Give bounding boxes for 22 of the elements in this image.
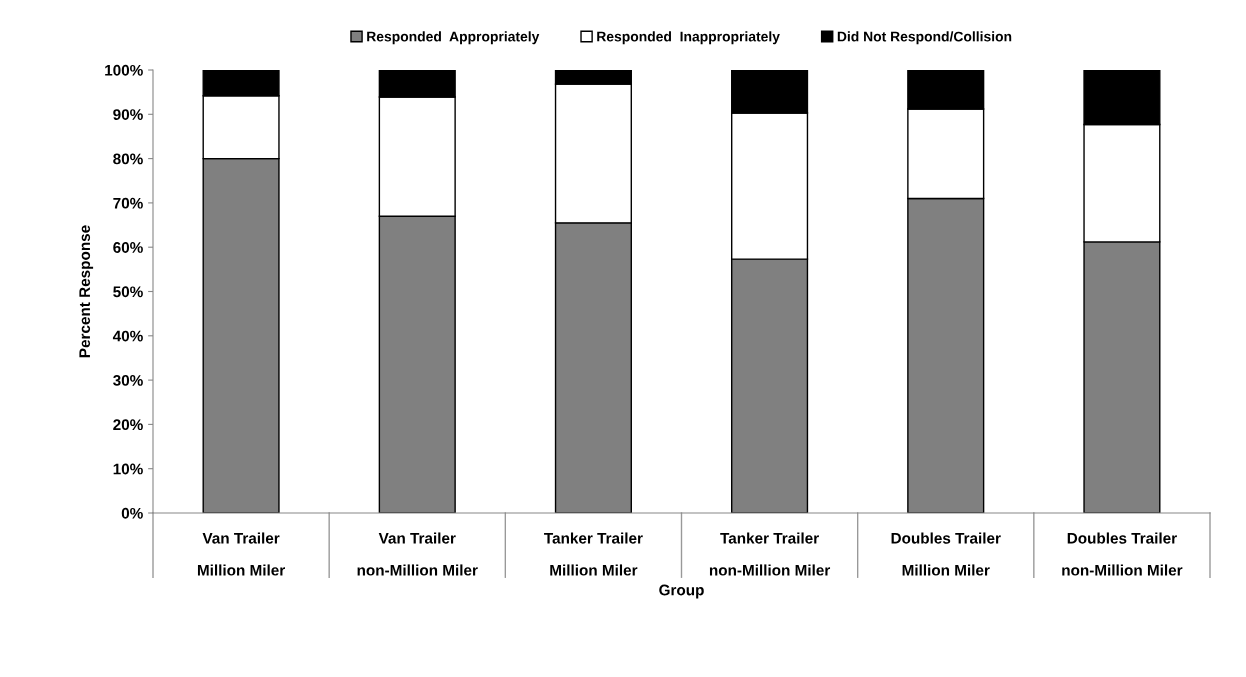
y-tick-label: 40%	[112, 330, 143, 342]
y-tick-label: 20%	[113, 419, 143, 431]
y-tick-label: 90%	[113, 109, 143, 120]
category-label: Doubles Trailer Million Miler	[891, 532, 1001, 576]
y-tick-label: 0%	[121, 507, 143, 519]
y-tick-label: 30%	[113, 374, 143, 386]
category-label: Tanker Trailer Million Miler	[544, 532, 643, 576]
legend-label: Did Not Respond/Collision	[837, 31, 1012, 45]
y-axis-title: Percent Response	[79, 225, 94, 358]
category-label: Doubles Trailer non-Million Miler	[1062, 532, 1183, 576]
category-label: Van Trailer Million Miler	[197, 532, 285, 576]
y-tick-label: 80%	[113, 153, 143, 165]
y-tick-label: 10%	[113, 463, 143, 475]
legend-label: Responded Inappropriately	[597, 31, 780, 45]
category-label: Tanker Trailer non-Million Miler	[709, 532, 831, 576]
y-tick-label: 50%	[113, 286, 143, 298]
y-tick-label: 60%	[113, 242, 143, 253]
y-tick-label: 70%	[113, 197, 143, 209]
y-tick-label: 100%	[105, 64, 143, 76]
category-label: Van Trailer non-Million Miler	[357, 532, 478, 576]
x-axis-title: Group	[659, 584, 704, 599]
legend-label: Responded Appropriately	[367, 31, 540, 45]
